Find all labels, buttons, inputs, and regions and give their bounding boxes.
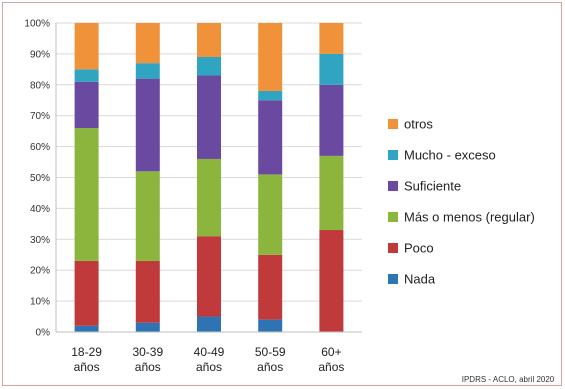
legend-label: Mucho - exceso [404, 148, 496, 163]
bar-segment [135, 63, 160, 79]
y-tick-label: 30% [30, 235, 50, 246]
bar-segment [197, 56, 221, 76]
bar-segment [197, 316, 221, 332]
bar-segment [135, 23, 160, 64]
bar-segment [135, 322, 160, 332]
x-tick-label: años [74, 360, 100, 374]
y-tick-label: 40% [30, 204, 50, 215]
legend-swatch [388, 274, 398, 284]
legend-swatch [388, 119, 398, 129]
legend-label: Nada [404, 272, 436, 287]
x-tick-label: años [196, 360, 222, 374]
y-tick-label: 70% [30, 111, 50, 122]
bar-segment [197, 75, 221, 159]
bar-segment [319, 53, 344, 85]
bar-segment [74, 325, 99, 332]
legend-label: otros [404, 117, 433, 132]
y-axis: 0% 10% 20% 30% 40% 50% 60% 70% 80% 90% 100% [24, 19, 57, 339]
bar-segment [74, 69, 99, 82]
y-tick-label: 50% [30, 173, 50, 184]
legend-label: Poco [404, 241, 434, 256]
bar-segment [319, 23, 344, 54]
y-tick-label: 80% [30, 80, 50, 91]
bar-segment [135, 260, 160, 323]
legend-swatch [388, 212, 398, 222]
bar-segment [258, 100, 283, 175]
legend-label: Suficiente [404, 179, 461, 194]
bar-segment [74, 128, 99, 261]
bar-segment [197, 158, 221, 237]
y-tick-label: 90% [30, 49, 50, 60]
y-tick-label: 10% [30, 297, 50, 308]
bar-segment [74, 81, 99, 129]
legend: otros Mucho - exceso Suficiente Más o menos… [388, 117, 535, 287]
x-tick-label: 18-29 [71, 345, 102, 359]
y-tick-label: 0% [36, 328, 51, 339]
x-tick-label: años [135, 360, 161, 374]
bar-segment [135, 171, 160, 261]
bar-segment [258, 319, 283, 332]
bar-segment [319, 230, 344, 332]
bar-segment [197, 23, 221, 57]
bar-segment [74, 260, 99, 326]
bar-segment [319, 84, 344, 156]
x-tick-label: 30-39 [132, 345, 163, 359]
x-tick-label: años [257, 360, 283, 374]
legend-swatch [388, 181, 398, 191]
y-tick-label: 100% [24, 19, 50, 30]
bar-segment [258, 90, 283, 101]
bar-segment [319, 155, 344, 231]
bars [74, 23, 344, 332]
x-tick-label: 60+ [321, 345, 341, 359]
y-tick-label: 60% [30, 142, 50, 153]
bar-segment [74, 23, 99, 70]
legend-label: Más o menos (regular) [404, 210, 535, 225]
source-note: IPDRS - ACLO, abril 2020 [462, 375, 555, 384]
bar-segment [197, 236, 221, 317]
x-tick-label: años [318, 360, 344, 374]
bar-segment [258, 23, 283, 91]
bar-segment [135, 78, 160, 172]
x-axis: 18-29años30-39años40-49años50-59años60+a… [56, 331, 362, 374]
bar-segment [258, 174, 283, 255]
x-tick-label: 40-49 [194, 345, 225, 359]
legend-swatch [388, 150, 398, 160]
legend-swatch [388, 243, 398, 253]
y-tick-label: 20% [30, 266, 50, 277]
x-tick-label: 50-59 [255, 345, 286, 359]
bar-segment [258, 254, 283, 320]
